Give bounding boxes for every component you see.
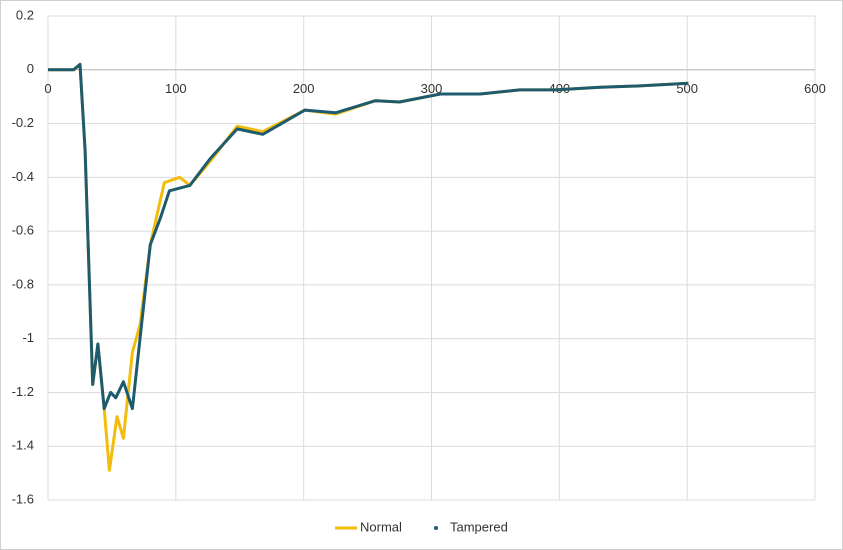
x-tick-label: 600 bbox=[804, 81, 826, 96]
legend-swatch bbox=[434, 526, 438, 530]
x-tick-label: 0 bbox=[44, 81, 51, 96]
legend-item: Tampered bbox=[434, 519, 508, 534]
y-tick-label: -1.4 bbox=[12, 438, 34, 453]
y-tick-label: 0 bbox=[27, 61, 34, 76]
y-tick-label: -0.4 bbox=[12, 169, 34, 184]
legend-item: Normal bbox=[335, 519, 402, 534]
y-tick-label: -1 bbox=[22, 330, 34, 345]
y-tick-label: -0.2 bbox=[12, 115, 34, 130]
x-tick-label: 100 bbox=[165, 81, 187, 96]
series-line bbox=[48, 62, 689, 411]
x-tick-label: 300 bbox=[421, 81, 443, 96]
y-tick-label: -0.6 bbox=[12, 223, 34, 238]
x-tick-label: 200 bbox=[293, 81, 315, 96]
legend-label: Tampered bbox=[450, 519, 508, 534]
y-tick-label: 0.2 bbox=[16, 7, 34, 22]
y-tick-label: -1.6 bbox=[12, 491, 34, 506]
y-tick-label: -0.8 bbox=[12, 276, 34, 291]
legend-label: Normal bbox=[360, 519, 402, 534]
y-tick-label: -1.2 bbox=[12, 384, 34, 399]
